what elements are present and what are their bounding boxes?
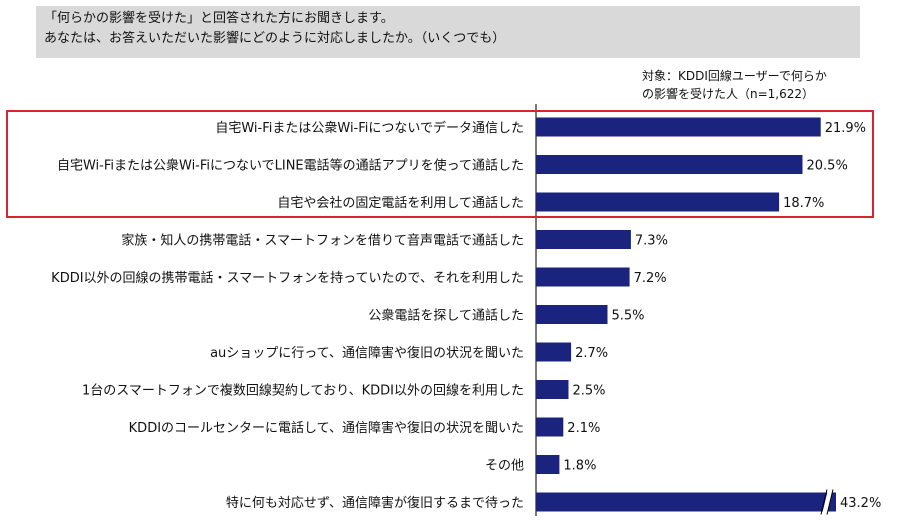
value-label: 18.7%	[783, 196, 824, 211]
bar-break-line	[826, 489, 834, 515]
category-label: 自宅Wi-Fiまたは公衆Wi-Fiにつないでデータ通信した	[215, 120, 524, 136]
bar	[536, 380, 569, 399]
bar	[536, 417, 564, 437]
category-label: KDDI以外の回線の携帯電話・スマートフォンを持っていたので、それを利用した	[51, 270, 524, 286]
value-label: 21.9%	[825, 121, 866, 136]
bar	[536, 267, 630, 287]
value-label: 2.1%	[567, 421, 600, 436]
bar	[536, 155, 803, 174]
bar	[536, 117, 821, 137]
bar-break-line	[820, 489, 828, 515]
category-label: KDDIのコールセンターに電話して、通信障害や復旧の状況を聞いた	[129, 420, 524, 436]
category-label: 自宅や会社の固定電話を利用して通話した	[277, 195, 524, 211]
value-label: 7.3%	[635, 234, 668, 249]
category-label: 特に何も対応せず、通信障害が復旧するまで待った	[226, 495, 524, 511]
bar-break-mark	[822, 489, 833, 515]
target-note-line-2: の影響を受けた人（n=1,622）	[642, 87, 815, 101]
question-box: 「何らかの影響を受けた」と回答された方にお聞きします。 あなたは、お答えいただい…	[36, 6, 860, 58]
value-label: 2.7%	[575, 346, 608, 361]
value-label: 43.2%	[840, 496, 881, 511]
category-label: 1台のスマートフォンで複数回線契約しており、KDDI以外の回線を利用した	[82, 383, 524, 399]
question-line-1: 「何らかの影響を受けた」と回答された方にお聞きします。	[44, 11, 394, 26]
bar	[536, 305, 608, 324]
bar	[536, 342, 572, 362]
category-label: その他	[485, 459, 524, 474]
category-label: 公衆電話を探して通話した	[368, 308, 524, 324]
category-label: 家族・知人の携帯電話・スマートフォンを借りて音声電話で通話した	[121, 233, 524, 249]
bar	[536, 192, 780, 212]
bar	[536, 492, 836, 512]
value-label: 2.5%	[573, 384, 606, 399]
category-label: auショップに行って、通信障害や復旧の状況を聞いた	[210, 345, 524, 361]
target-note: 対象：KDDI回線ユーザーで何らか の影響を受けた人（n=1,622）	[642, 67, 882, 103]
value-label: 7.2%	[634, 271, 667, 286]
value-label: 1.8%	[563, 459, 596, 474]
value-label: 5.5%	[612, 309, 645, 324]
target-note-line-1: 対象：KDDI回線ユーザーで何らか	[642, 69, 827, 83]
bar	[536, 230, 631, 249]
value-label: 20.5%	[807, 159, 848, 174]
category-label: 自宅Wi-Fiまたは公衆Wi-FiにつないでLINE電話等の通話アプリを使って通…	[57, 158, 524, 174]
bar	[536, 455, 560, 474]
question-line-2: あなたは、お答えいただいた影響にどのように対応しましたか。（いくつでも）	[44, 31, 506, 46]
